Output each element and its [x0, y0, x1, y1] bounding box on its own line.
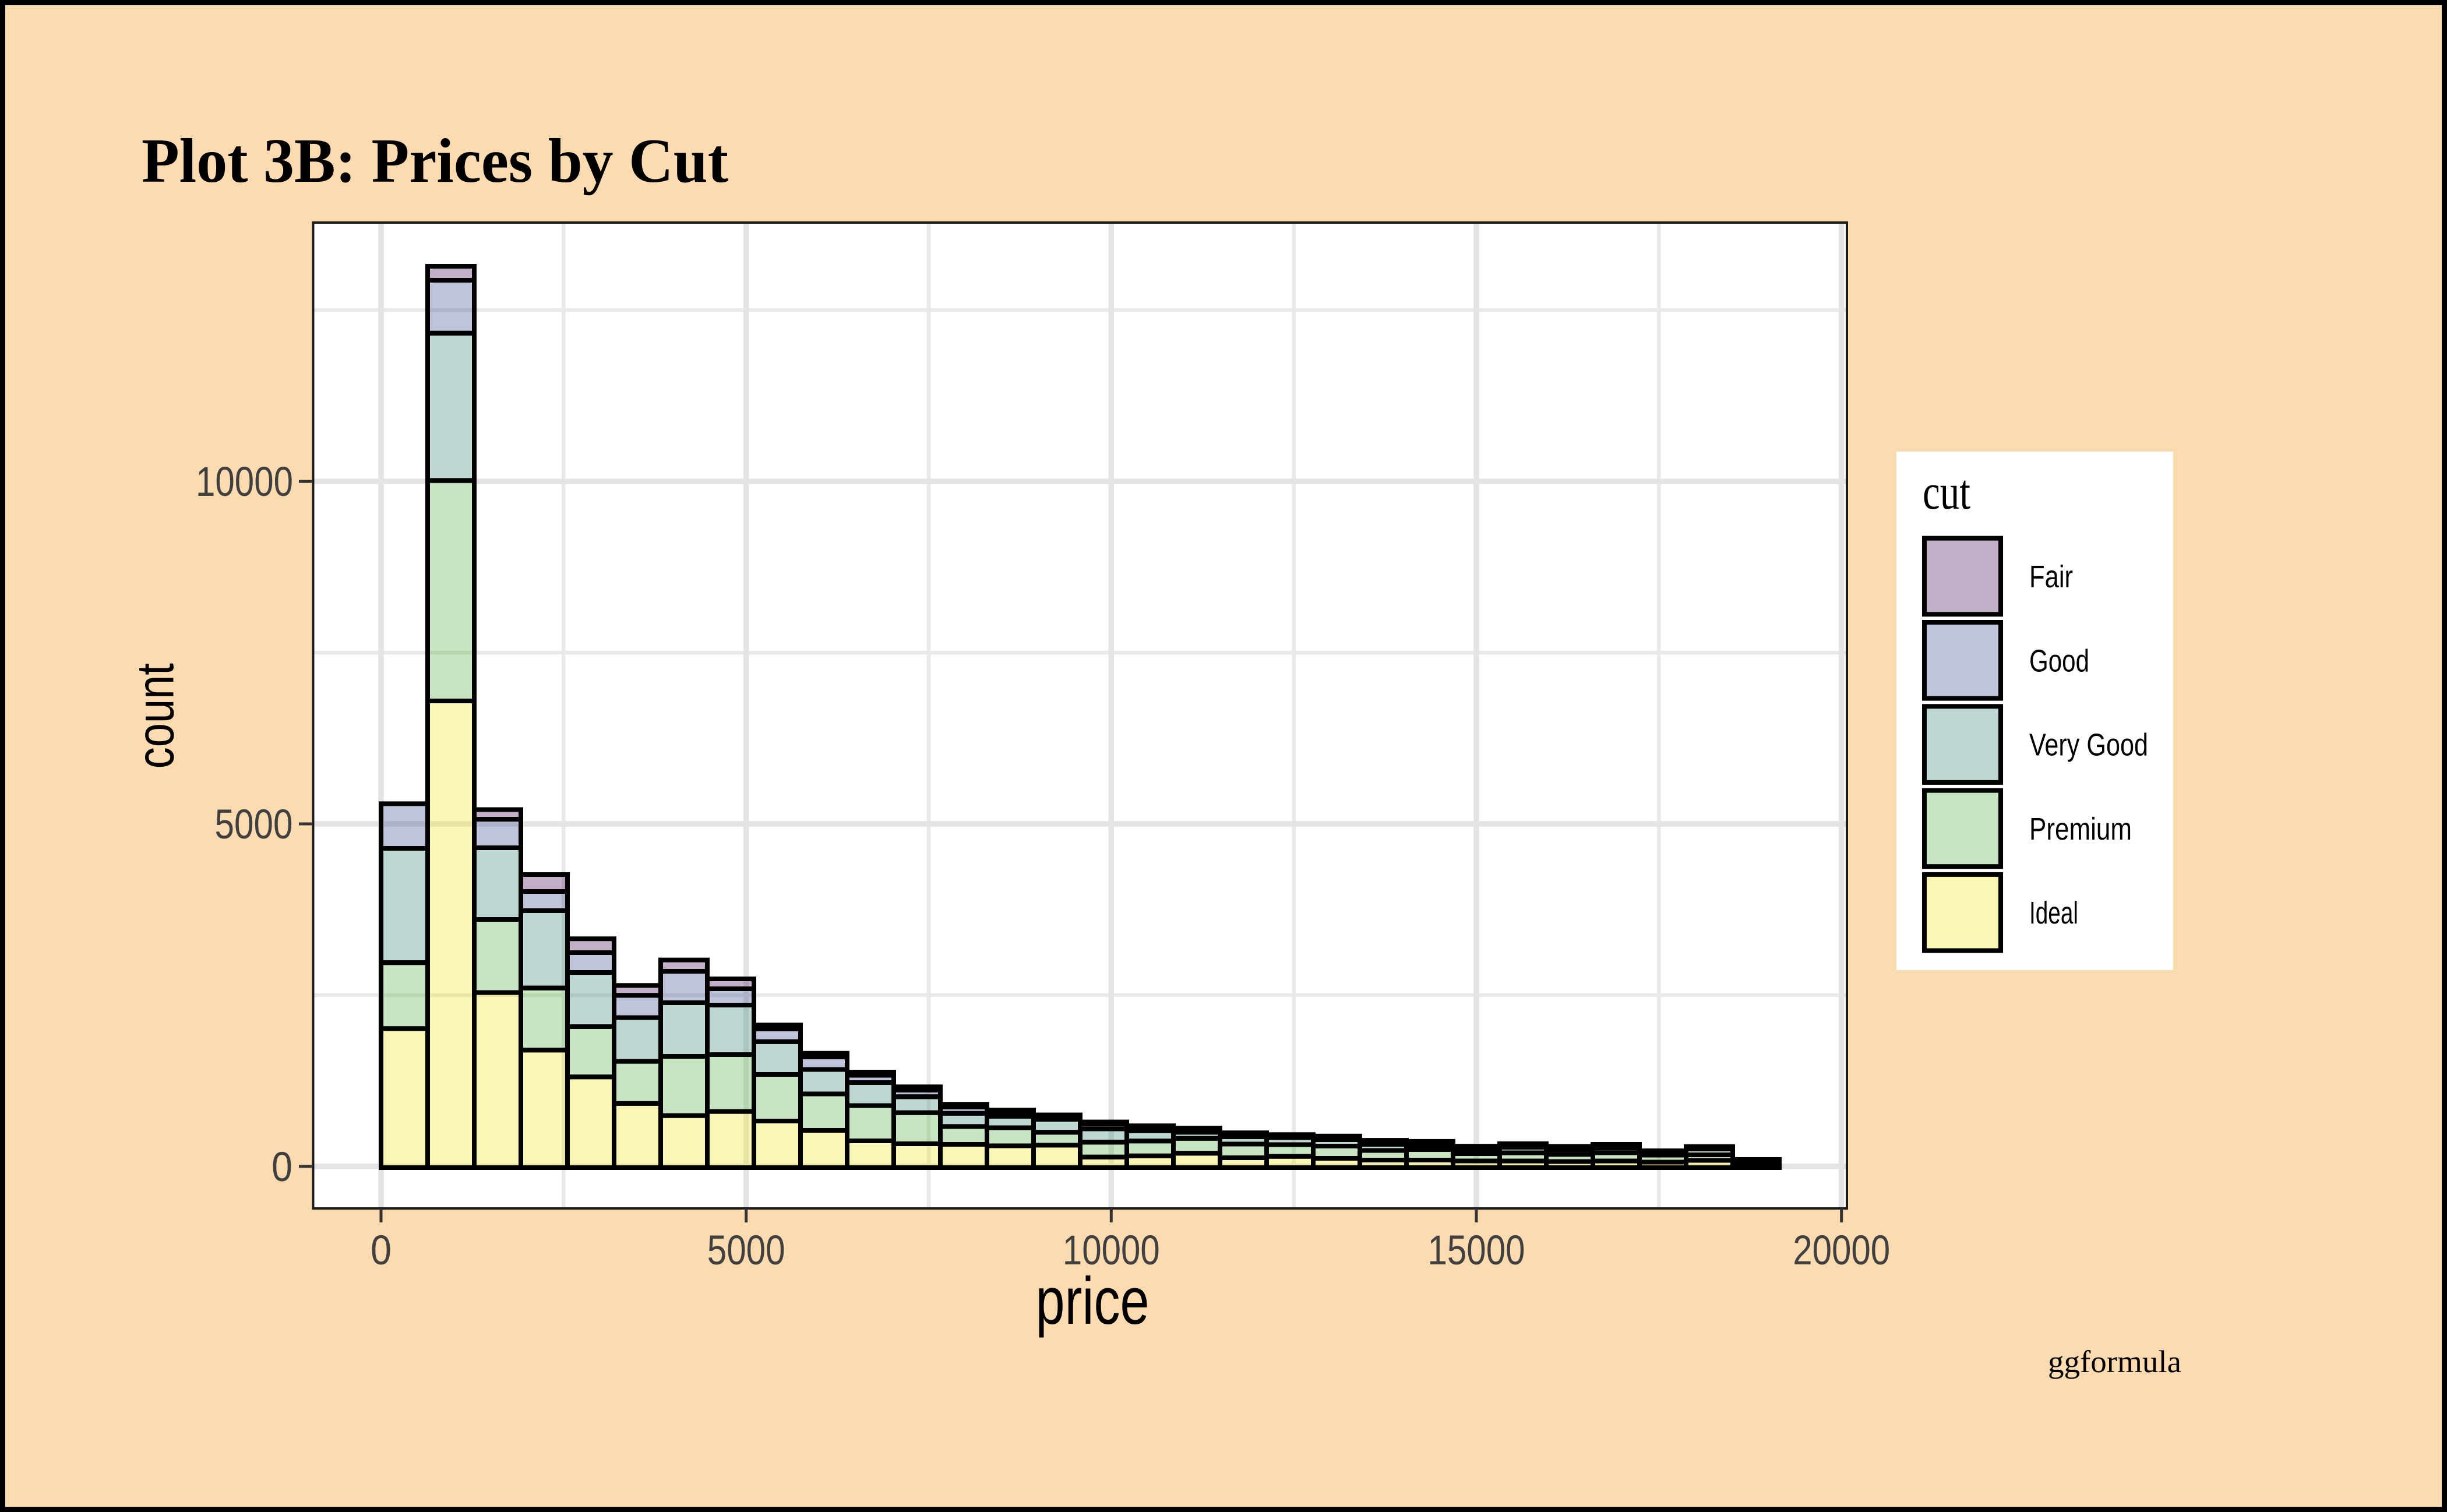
svg-text:Good: Good — [2029, 643, 2089, 678]
svg-text:price: price — [1036, 1264, 1150, 1338]
svg-text:Plot 3B: Prices by Cut: Plot 3B: Prices by Cut — [142, 126, 728, 196]
svg-text:cut: cut — [1923, 464, 1970, 520]
svg-text:10000: 10000 — [1063, 1228, 1160, 1274]
svg-text:5000: 5000 — [707, 1228, 785, 1274]
svg-text:Premium: Premium — [2029, 812, 2132, 847]
svg-text:Ideal: Ideal — [2029, 896, 2078, 931]
svg-text:Very Good: Very Good — [2029, 728, 2148, 763]
svg-text:20000: 20000 — [1793, 1228, 1890, 1274]
svg-text:0: 0 — [272, 1144, 292, 1190]
svg-text:15000: 15000 — [1428, 1228, 1525, 1274]
svg-text:5000: 5000 — [215, 802, 293, 848]
svg-text:count: count — [127, 663, 185, 769]
svg-text:0: 0 — [371, 1228, 392, 1274]
svg-text:Fair: Fair — [2029, 559, 2073, 594]
svg-text:ggformula: ggformula — [2048, 1344, 2181, 1379]
svg-text:10000: 10000 — [196, 459, 293, 505]
